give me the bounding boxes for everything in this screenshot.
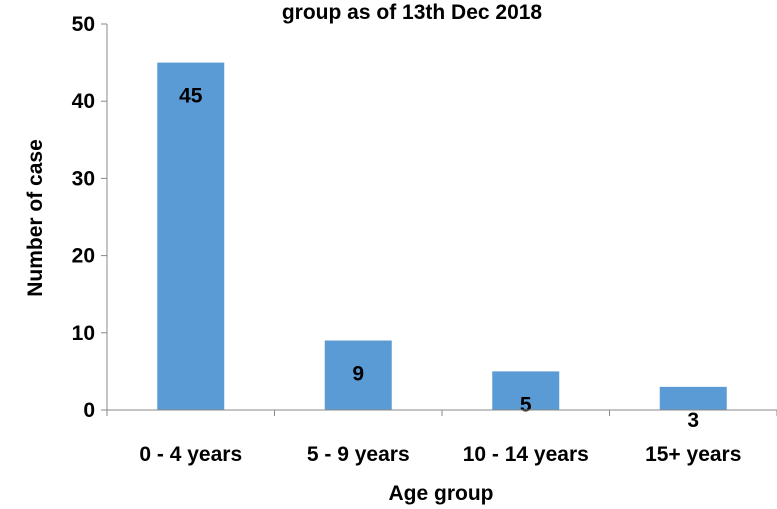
chart-title: group as of 13th Dec 2018: [282, 1, 543, 24]
category-label: 10 - 14 years: [463, 443, 589, 466]
category-label: 0 - 4 years: [139, 443, 242, 466]
category-label: 15+ years: [645, 443, 741, 466]
bar: [324, 340, 392, 410]
bar: [492, 371, 560, 410]
x-axis-title: Age group: [389, 482, 494, 505]
bar: [157, 62, 225, 410]
y-axis-ticks: 0 10 20 30 40 50: [72, 13, 107, 422]
bar-data-label: 9: [352, 363, 364, 386]
bar: [659, 386, 727, 410]
y-tick-label: 10: [72, 322, 95, 345]
data-labels: 45 9 5 3: [179, 85, 699, 432]
y-tick-label: 30: [72, 167, 95, 190]
bar-data-label: 3: [687, 409, 699, 432]
category-label: 5 - 9 years: [307, 443, 410, 466]
bars: [157, 62, 727, 410]
y-tick-label: 0: [83, 399, 95, 422]
bar-data-label: 45: [179, 85, 203, 108]
bar-data-label: 5: [520, 393, 532, 416]
y-tick-label: 20: [72, 245, 95, 268]
y-tick-label: 50: [72, 13, 95, 36]
y-tick-label: 40: [72, 90, 95, 113]
category-labels: 0 - 4 years 5 - 9 years 10 - 14 years 15+ y…: [106, 410, 777, 466]
y-axis-title: Number of case: [24, 139, 47, 297]
